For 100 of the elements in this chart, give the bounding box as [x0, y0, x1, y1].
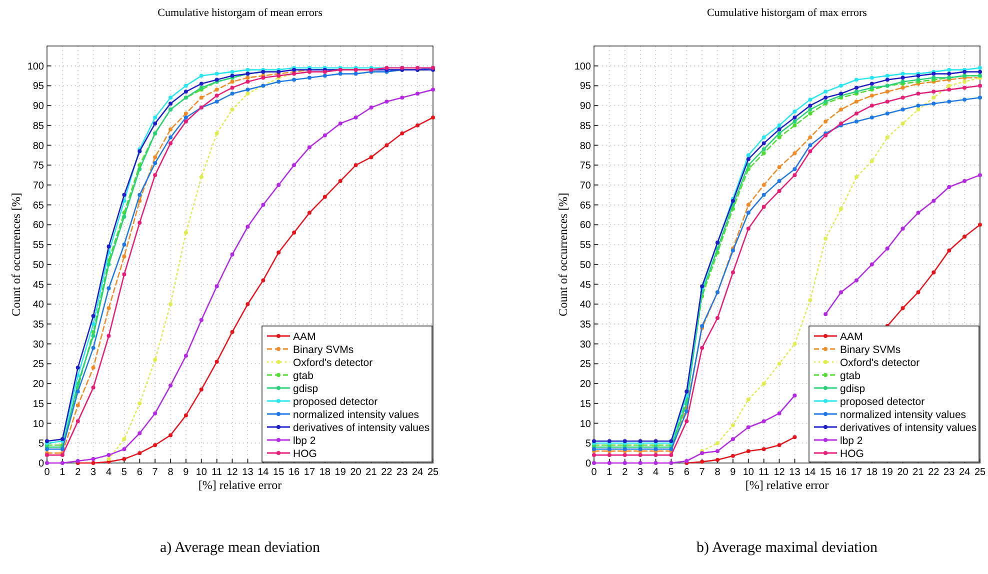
point	[138, 401, 142, 406]
y-tick-label: 15	[580, 398, 592, 410]
y-tick-label: 95	[32, 81, 44, 92]
x-tick-label: 18	[319, 467, 331, 478]
point	[870, 262, 874, 266]
point	[106, 244, 111, 249]
point	[854, 112, 858, 116]
point	[978, 173, 982, 178]
point	[199, 74, 204, 78]
point	[792, 342, 797, 346]
point	[338, 179, 342, 184]
point	[638, 461, 642, 465]
point	[622, 453, 627, 458]
point	[168, 96, 173, 100]
point	[431, 115, 435, 120]
point	[885, 246, 890, 251]
point	[106, 334, 111, 338]
point	[900, 226, 905, 231]
text: b) Average maximal deviation	[696, 540, 878, 556]
point	[730, 454, 735, 458]
point	[792, 393, 797, 398]
point	[947, 100, 952, 104]
point	[777, 362, 782, 366]
y-tick-label: 60	[580, 220, 592, 232]
point	[885, 112, 890, 116]
point	[292, 230, 296, 235]
point	[669, 461, 674, 465]
y-tick-label: 25	[32, 359, 44, 370]
point	[900, 72, 905, 76]
point	[76, 390, 80, 394]
point	[91, 461, 96, 465]
point	[354, 115, 358, 120]
point	[431, 88, 435, 92]
point	[322, 133, 327, 138]
y-axis-title: Count of occurrences [%]	[9, 192, 23, 316]
x-tick-label: 16	[288, 467, 300, 478]
point	[962, 98, 967, 102]
point	[184, 354, 188, 358]
point	[916, 108, 920, 112]
x-tick-label: 23	[396, 467, 408, 478]
point	[354, 72, 358, 76]
y-tick-label: 85	[580, 120, 592, 132]
legend-label: derivatives of intensity values	[293, 422, 430, 434]
point	[230, 70, 234, 74]
point	[416, 92, 420, 96]
point	[916, 104, 920, 108]
point	[684, 390, 689, 394]
point	[854, 86, 858, 90]
point	[76, 419, 80, 424]
y-tick-label: 15	[32, 398, 44, 410]
point	[214, 131, 219, 136]
point	[746, 210, 750, 215]
x-tick-label: 19	[882, 467, 894, 478]
point	[91, 322, 96, 326]
point	[900, 86, 905, 90]
point	[246, 92, 250, 96]
point	[122, 192, 126, 197]
legend-label: gdisp	[293, 383, 318, 395]
x-tick-label: 12	[226, 467, 238, 478]
y-tick-label: 30	[580, 339, 592, 350]
x-tick-label: 5	[668, 467, 674, 478]
point	[199, 318, 204, 322]
point	[762, 192, 766, 197]
point	[184, 230, 188, 235]
legend-label: gdisp	[840, 383, 866, 395]
point	[746, 153, 750, 158]
point	[824, 119, 828, 124]
point	[138, 192, 142, 197]
point	[900, 121, 905, 126]
point	[792, 123, 797, 128]
x-tick-label: 25	[427, 467, 439, 478]
point	[808, 149, 812, 154]
point	[246, 88, 250, 92]
point	[230, 80, 234, 84]
x-tick-label: 6	[684, 467, 690, 478]
point	[962, 234, 967, 239]
legend-label: normalized intensity values	[293, 409, 420, 421]
y-tick-label: 10	[32, 418, 44, 430]
y-tick-label: 0	[585, 458, 592, 470]
point	[808, 104, 812, 108]
point	[762, 151, 766, 156]
point	[214, 88, 219, 92]
y-tick-label: 0	[38, 458, 44, 470]
point	[947, 184, 952, 189]
point	[184, 119, 188, 124]
point	[322, 194, 327, 199]
x-tick-label: 24	[412, 467, 424, 478]
point	[885, 135, 890, 140]
point	[777, 131, 782, 136]
point	[962, 86, 967, 90]
point	[76, 366, 80, 370]
y-tick-label: 80	[32, 140, 44, 152]
y-tick-label: 55	[32, 240, 44, 252]
point	[792, 173, 797, 178]
point	[762, 204, 766, 209]
y-tick-label: 75	[32, 160, 44, 172]
point	[762, 419, 766, 424]
point	[947, 72, 952, 76]
point	[607, 453, 612, 458]
point	[762, 183, 766, 187]
